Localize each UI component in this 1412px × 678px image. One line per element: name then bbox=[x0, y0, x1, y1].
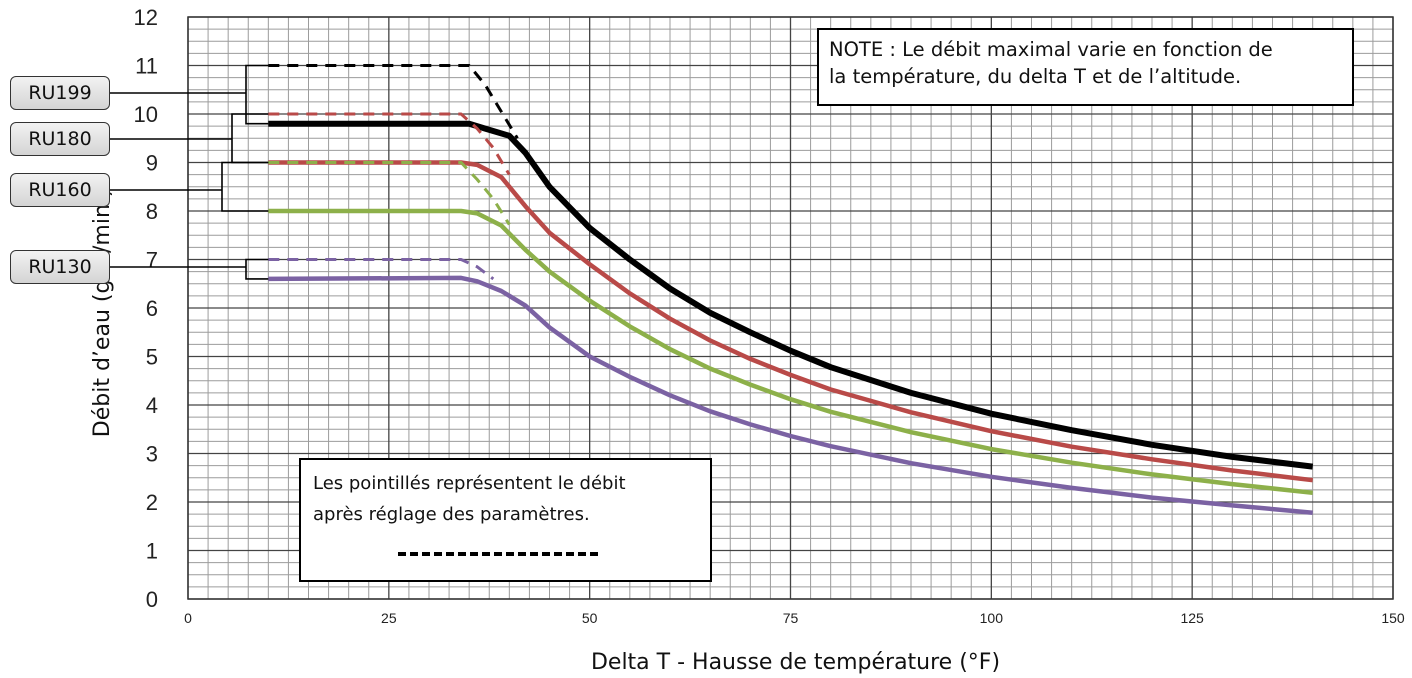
x-tick-label: 50 bbox=[582, 610, 598, 626]
note-line-2: la température, du delta T et de l’altit… bbox=[829, 65, 1242, 88]
y-tick-label: 7 bbox=[146, 248, 158, 273]
y-tick-label: 1 bbox=[146, 539, 158, 564]
plot-frame bbox=[187, 16, 1394, 600]
y-tick-label: 12 bbox=[134, 5, 158, 30]
model-label-ru130: RU130 bbox=[10, 250, 110, 284]
y-tick-label: 11 bbox=[135, 54, 158, 79]
series-line-ru130-dashed bbox=[268, 258, 495, 281]
y-tick-label: 8 bbox=[146, 199, 158, 224]
y-tick-label: 0 bbox=[146, 587, 158, 612]
x-tick-label: 0 bbox=[184, 610, 192, 626]
y-axis-title: Débit d’eau (gal./min.) bbox=[90, 188, 115, 437]
max-flow-note: NOTE : Le débit maximal varie en fonctio… bbox=[817, 28, 1354, 106]
series-line-ru130-solid bbox=[268, 275, 1313, 515]
series-line-ru160-dashed bbox=[268, 161, 511, 226]
series-line-ru199-dashed bbox=[268, 64, 519, 140]
dashed-note-line-2: après réglage des paramètres. bbox=[313, 504, 590, 525]
y-tick-label: 10 bbox=[134, 102, 158, 127]
y-tick-label: 9 bbox=[146, 151, 158, 176]
bracket-ru160 bbox=[110, 161, 269, 212]
model-label-ru160: RU160 bbox=[10, 173, 110, 207]
y-tick-label: 2 bbox=[146, 490, 158, 515]
x-tick-label: 150 bbox=[1381, 610, 1405, 626]
bracket-ru130 bbox=[110, 258, 269, 280]
y-tick-label: 3 bbox=[146, 442, 158, 467]
series-line-ru180-dashed bbox=[268, 112, 511, 176]
x-axis-title: Delta T - Hausse de température (°F) bbox=[591, 650, 1000, 675]
x-tick-label: 100 bbox=[980, 610, 1004, 626]
series-line-ru180-solid bbox=[268, 160, 1313, 483]
dashed-line-sample bbox=[398, 552, 598, 556]
x-tick-label: 25 bbox=[381, 610, 397, 626]
dashed-note-line-1: Les pointillés représentent le débit bbox=[313, 473, 626, 494]
bracket-ru199 bbox=[110, 64, 269, 125]
series-line-ru160-solid bbox=[268, 208, 1313, 496]
y-tick-label: 4 bbox=[146, 393, 158, 418]
x-tick-label: 125 bbox=[1180, 610, 1204, 626]
dashed-lines-note: Les pointillés représentent le débit apr… bbox=[299, 458, 712, 582]
y-tick-label: 5 bbox=[146, 345, 158, 370]
model-label-ru199: RU199 bbox=[10, 76, 110, 110]
note-line-1: NOTE : Le débit maximal varie en fonctio… bbox=[829, 38, 1273, 61]
x-tick-label: 75 bbox=[783, 610, 799, 626]
y-tick-label: 6 bbox=[146, 296, 158, 321]
model-label-ru180: RU180 bbox=[10, 122, 110, 156]
series-line-ru199-solid bbox=[268, 120, 1314, 470]
